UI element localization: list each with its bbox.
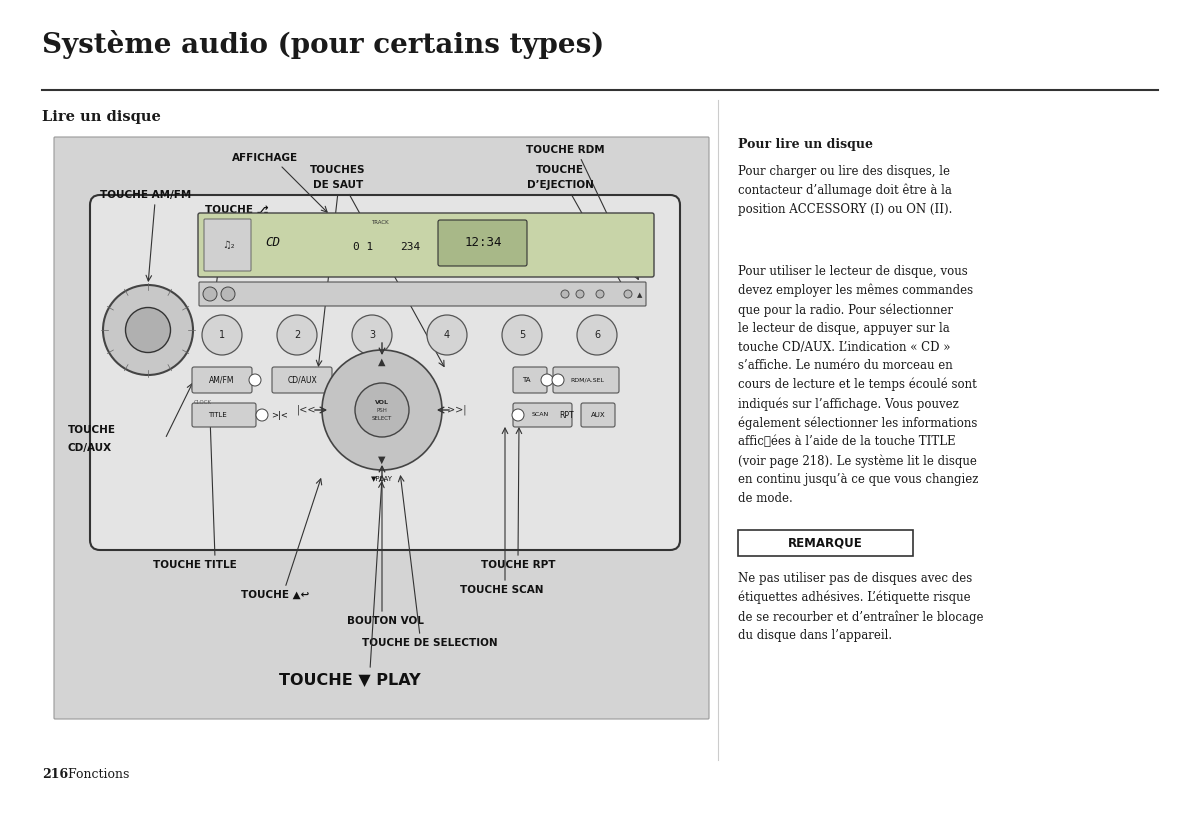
Text: TRACK: TRACK [371,220,389,225]
Text: 216: 216 [42,768,68,781]
Text: SCAN: SCAN [532,413,548,418]
FancyBboxPatch shape [514,367,547,393]
Text: TOUCHE ▼ PLAY: TOUCHE ▼ PLAY [280,672,421,687]
FancyBboxPatch shape [553,367,619,393]
Text: 2: 2 [294,330,300,340]
Text: BOUTON VOL: BOUTON VOL [347,616,424,626]
Circle shape [126,308,170,353]
Text: DE SAUT: DE SAUT [313,180,364,190]
Text: TOUCHES: TOUCHES [311,165,366,175]
Text: CD/AUX: CD/AUX [287,375,317,384]
Text: D’EJECTION: D’EJECTION [527,180,594,190]
Text: TOUCHE RDM: TOUCHE RDM [526,145,605,155]
FancyBboxPatch shape [198,213,654,277]
Text: ▼PLAY: ▼PLAY [371,475,394,481]
Text: AM/FM: AM/FM [209,375,235,384]
Text: TOUCHE ▲↩: TOUCHE ▲↩ [241,590,310,600]
Circle shape [277,315,317,355]
Text: ▲: ▲ [378,357,385,367]
FancyBboxPatch shape [192,403,256,427]
Circle shape [355,383,409,437]
Circle shape [427,315,467,355]
Text: ▼: ▼ [378,455,385,465]
Text: 12:34: 12:34 [464,237,502,250]
Text: Lire un disque: Lire un disque [42,110,161,124]
Circle shape [562,290,569,298]
Circle shape [221,287,235,301]
Text: REMARQUE: REMARQUE [788,536,863,549]
Text: CLOCK: CLOCK [194,400,212,405]
Text: >>|: >>| [448,405,467,415]
Text: 6: 6 [594,330,600,340]
Text: TOUCHE ⎇: TOUCHE ⎇ [205,205,269,215]
FancyBboxPatch shape [90,195,680,550]
Text: TA: TA [522,377,530,383]
Circle shape [552,374,564,386]
Text: 5: 5 [518,330,526,340]
Text: ♫₂: ♫₂ [222,240,234,250]
FancyBboxPatch shape [514,403,572,427]
Text: PSH: PSH [377,407,388,413]
Text: 234: 234 [400,242,420,252]
Text: TITLE: TITLE [208,412,227,418]
Circle shape [256,409,268,421]
Circle shape [624,290,632,298]
Text: TOUCHE TITLE: TOUCHE TITLE [154,560,236,570]
Text: 0 1: 0 1 [353,242,373,252]
FancyBboxPatch shape [204,219,251,271]
Text: |<<: |<< [298,405,317,415]
Bar [738,530,913,556]
Circle shape [577,315,617,355]
Text: AUX: AUX [590,412,605,418]
Text: TOUCHE: TOUCHE [68,425,116,435]
Circle shape [203,287,217,301]
Text: >|<: >|< [271,410,288,419]
Circle shape [576,290,584,298]
Text: ▲: ▲ [637,292,643,298]
Text: Fonctions: Fonctions [60,768,130,781]
Text: TOUCHE DE SELECTION: TOUCHE DE SELECTION [362,638,498,648]
FancyBboxPatch shape [438,220,527,266]
Circle shape [103,285,193,375]
Text: TOUCHE: TOUCHE [536,165,584,175]
Text: 1: 1 [218,330,226,340]
Text: RPT: RPT [559,410,575,419]
Circle shape [352,315,392,355]
Text: 3: 3 [368,330,376,340]
Circle shape [322,350,442,470]
FancyBboxPatch shape [54,137,709,719]
Text: Ne pas utiliser pas de disques avec des
étiquettes adhésives. L’étiquette risque: Ne pas utiliser pas de disques avec des … [738,572,984,642]
Text: CD/AUX: CD/AUX [68,443,112,453]
Circle shape [250,374,262,386]
FancyBboxPatch shape [199,282,646,306]
Text: RDM/A.SEL: RDM/A.SEL [570,378,604,383]
Text: Pour utiliser le lecteur de disque, vous
devez employer les mêmes commandes
que : Pour utiliser le lecteur de disque, vous… [738,265,978,504]
Text: Pour lire un disque: Pour lire un disque [738,138,874,151]
Text: Système audio (pour certains types): Système audio (pour certains types) [42,30,605,59]
Text: AFFICHAGE: AFFICHAGE [232,153,298,163]
FancyBboxPatch shape [272,367,332,393]
Circle shape [502,315,542,355]
Text: TOUCHE RPT: TOUCHE RPT [481,560,556,570]
Circle shape [202,315,242,355]
FancyBboxPatch shape [581,403,616,427]
Circle shape [541,374,553,386]
Text: CD: CD [265,236,280,249]
Circle shape [596,290,604,298]
Text: 4: 4 [444,330,450,340]
FancyBboxPatch shape [192,367,252,393]
Text: TOUCHE SCAN: TOUCHE SCAN [461,585,544,595]
Text: TOUCHE AM/FM: TOUCHE AM/FM [100,190,191,200]
Circle shape [512,409,524,421]
Text: Pour charger ou lire des disques, le
contacteur d’allumage doit être à la
positi: Pour charger ou lire des disques, le con… [738,165,953,215]
Text: SELECT: SELECT [372,415,392,420]
Text: VOL: VOL [374,400,389,405]
